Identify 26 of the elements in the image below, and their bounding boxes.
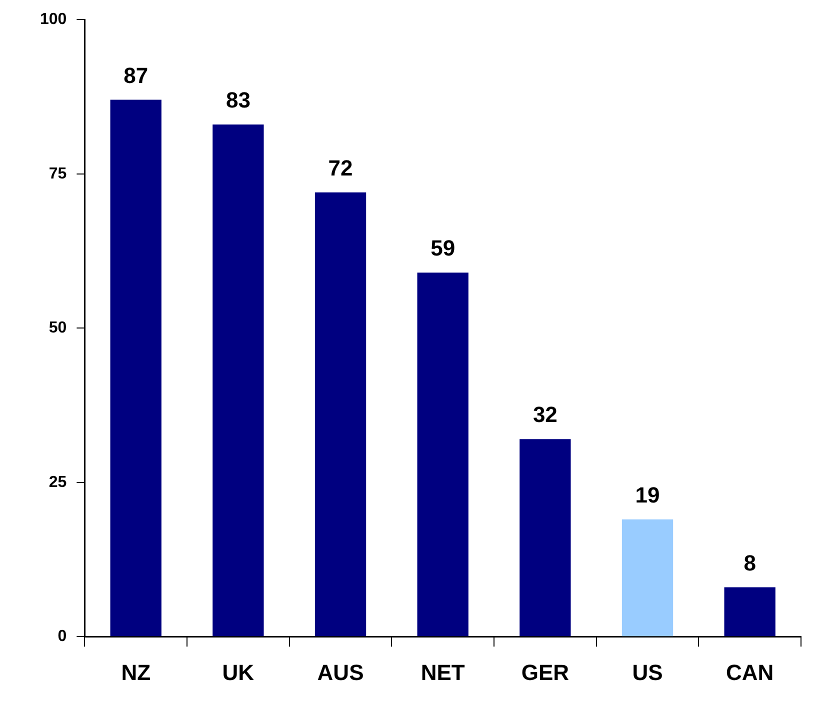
bar — [622, 519, 674, 636]
x-tick-label: GER — [521, 660, 570, 685]
data-label: 83 — [226, 88, 250, 113]
data-label: 32 — [532, 402, 558, 428]
data-label: 72 — [328, 155, 353, 180]
x-tick-label: AUS — [317, 660, 364, 685]
bar — [417, 272, 468, 636]
y-tick-label: 25 — [48, 474, 67, 491]
data-label: 59 — [430, 236, 456, 261]
bar — [724, 587, 776, 636]
x-tick-label: NET — [420, 660, 466, 685]
x-tick-label: UK — [222, 660, 254, 685]
data-label: 87 — [124, 62, 148, 88]
data-label: 8 — [744, 550, 756, 576]
y-tick-label: 75 — [48, 165, 67, 182]
y-tick-label: 0 — [58, 628, 67, 646]
y-tick-label: 50 — [48, 320, 67, 337]
bar — [212, 124, 264, 636]
x-tick-label: US — [632, 660, 663, 685]
bar — [110, 100, 162, 636]
x-tick-label: NZ — [121, 660, 151, 685]
data-label: 19 — [635, 482, 660, 508]
bar — [314, 192, 366, 636]
bar — [520, 439, 571, 636]
y-tick-label: 100 — [40, 11, 67, 28]
x-tick-label: CAN — [726, 660, 774, 685]
